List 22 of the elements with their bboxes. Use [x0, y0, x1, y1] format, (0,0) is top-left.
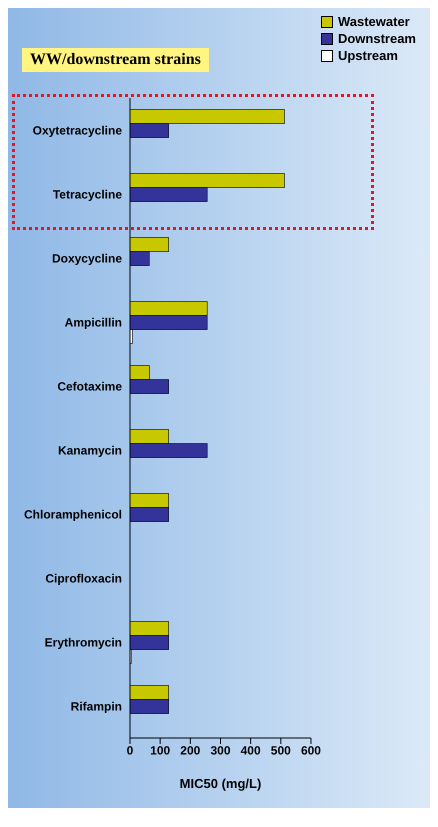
x-tick-label: 0 [126, 744, 134, 758]
legend-label: Downstream [338, 31, 416, 46]
x-tick-label: 400 [240, 744, 261, 758]
y-tick-label: Ciprofloxacin [45, 571, 122, 586]
y-tick-label: Rifampin [70, 699, 122, 714]
y-tick-label: Chloramphenicol [24, 507, 122, 522]
y-tick-label: Ampicillin [64, 315, 122, 330]
x-tick-label: 500 [270, 744, 292, 758]
x-tick-label: 600 [300, 744, 322, 758]
y-tick-label: Kanamycin [58, 443, 122, 458]
legend-label: Upstream [338, 48, 398, 63]
x-tick-label: 200 [180, 744, 201, 758]
y-tick-label: Erythromycin [44, 635, 122, 650]
y-tick-label: Oxytetracycline [32, 123, 122, 138]
x-axis-title: MIC50 (mg/L) [180, 776, 262, 791]
legend-label: Wastewater [338, 14, 410, 29]
y-tick-label: Cefotaxime [57, 379, 122, 394]
y-tick-label: Tetracycline [52, 187, 122, 202]
x-tick-label: 100 [150, 744, 170, 758]
y-tick-label: Doxycycline [52, 251, 122, 266]
x-tick-label: 300 [210, 744, 231, 758]
text: WW/downstream strains [22, 48, 209, 72]
